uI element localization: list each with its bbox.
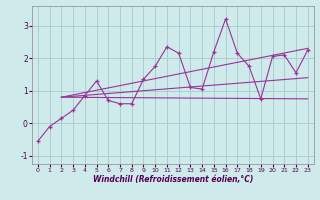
X-axis label: Windchill (Refroidissement éolien,°C): Windchill (Refroidissement éolien,°C) xyxy=(92,175,253,184)
